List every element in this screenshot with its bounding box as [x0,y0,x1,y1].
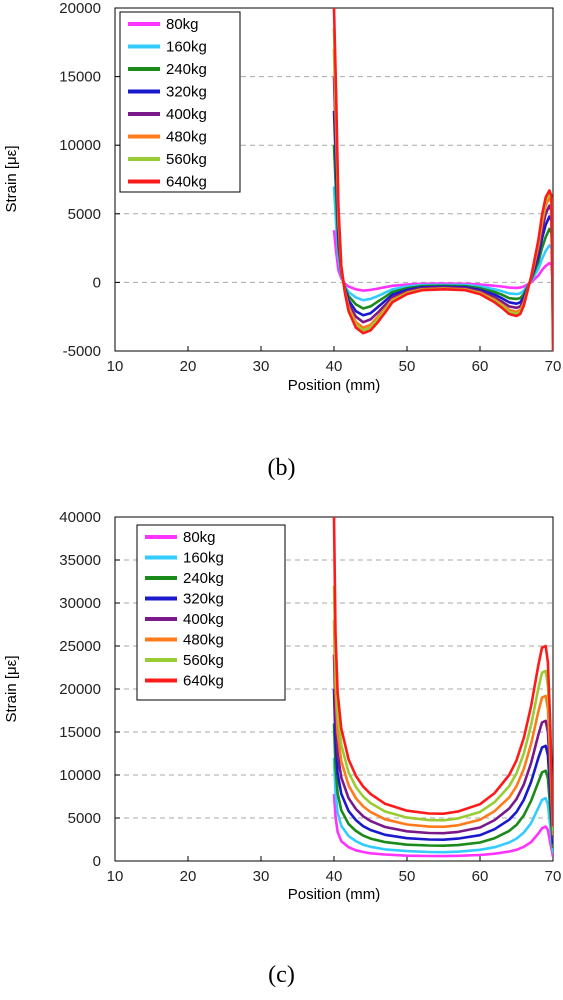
legend-label: 320kg [183,591,224,608]
x-axis-title: Position (mm) [288,377,381,394]
legend-label: 480kg [183,632,224,649]
legend-label: 560kg [166,151,207,168]
legend-label: 640kg [183,673,224,690]
y-tick-label: 25000 [59,638,101,655]
panel-caption-b: (b) [267,455,296,481]
y-tick-label: 15000 [59,69,101,86]
series-group [332,517,553,858]
legend-label: 400kg [183,611,224,628]
series-line-640kg [332,8,553,351]
legend-box [136,524,286,701]
series-group [332,8,553,351]
x-tick-label: 30 [253,868,270,885]
x-tick-label: 40 [326,868,343,885]
chart-panel-1: 0 5000 10000 15000 20000 25000 30000 35000 40000… [3,509,561,903]
legend-box [119,11,241,193]
legend: 80kg 160kg 240kg 320kg 400kg 480kg 560kg 640kg [119,11,241,193]
y-tick-label: 10000 [59,137,101,154]
legend-label: 160kg [166,39,207,56]
x-tick-label: 20 [180,358,197,375]
legend-label: 80kg [166,16,199,33]
series-line-80kg [332,793,553,858]
legend-label: 80kg [183,529,216,546]
x-tick-label: 20 [180,868,197,885]
series-line-320kg [332,688,553,844]
panel-caption-c: (c) [268,962,295,988]
x-tick-label: 50 [399,868,416,885]
series-line-160kg [332,757,553,854]
y-tick-label: 35000 [59,552,101,569]
legend-label: 240kg [166,61,207,78]
legend-label: 400kg [166,106,207,123]
chart-panel-0: -5000 0 5000 10000 15000 20000 10 20 30 40 50 60 70 P… [3,0,561,394]
legend-label: 480kg [166,129,207,146]
x-tick-label: 50 [399,358,416,375]
legend-label: 560kg [183,652,224,669]
x-axis-title: Position (mm) [288,886,381,903]
legend: 80kg 160kg 240kg 320kg 400kg 480kg 560kg 640kg [136,524,286,701]
y-tick-label: -5000 [63,343,101,360]
y-tick-label: 20000 [59,681,101,698]
x-tick-label: 70 [545,358,562,375]
legend-label: 240kg [183,570,224,587]
x-tick-label: 60 [472,358,489,375]
y-axis-title: Strain [με] [3,145,20,212]
legend-label: 640kg [166,174,207,191]
y-tick-label: 10000 [59,767,101,784]
series-line-80kg [332,230,553,292]
x-tick-label: 30 [253,358,270,375]
y-tick-label: 0 [93,274,101,291]
y-tick-label: 15000 [59,724,101,741]
x-tick-label: 60 [472,868,489,885]
x-tick-label: 10 [107,358,124,375]
y-axis-title: Strain [με] [3,655,20,722]
legend-label: 160kg [183,550,224,567]
y-tick-label: 20000 [59,0,101,17]
x-tick-label: 70 [545,868,562,885]
y-tick-label: 0 [93,853,101,870]
x-tick-label: 40 [326,358,343,375]
y-tick-label: 5000 [68,810,101,827]
series-line-400kg [332,654,553,840]
y-tick-label: 40000 [59,509,101,526]
series-line-480kg [332,620,553,836]
series-line-560kg [332,585,553,831]
series-line-240kg [332,723,553,849]
y-tick-label: 30000 [59,595,101,612]
legend-label: 320kg [166,84,207,101]
y-tick-label: 5000 [68,206,101,223]
x-tick-label: 10 [107,868,124,885]
series-line-640kg [332,517,553,827]
